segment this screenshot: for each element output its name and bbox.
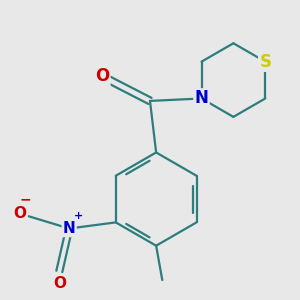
Text: N: N [63, 221, 76, 236]
Text: S: S [259, 53, 271, 71]
Text: −: − [19, 192, 31, 206]
Text: O: O [14, 206, 27, 221]
Text: N: N [195, 89, 208, 107]
Text: +: + [74, 211, 84, 221]
Text: O: O [53, 276, 66, 291]
Text: O: O [95, 68, 109, 85]
